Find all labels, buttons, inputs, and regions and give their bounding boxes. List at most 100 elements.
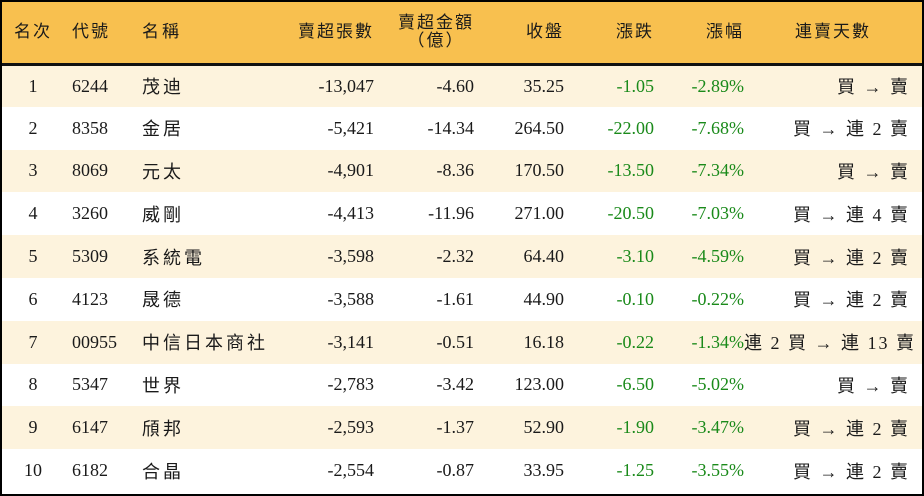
cell-streak: 買 → 連 2 賣 <box>793 418 910 439</box>
cell-net-sell-amount: -3.42 <box>436 374 475 395</box>
header-streak: 連賣天數 <box>744 2 922 66</box>
cell-streak: 買 → 賣 <box>837 161 910 182</box>
cell-net-sell-lots: -3,141 <box>327 331 375 352</box>
cell-rank: 3 <box>28 160 38 181</box>
cell-net-sell-amount: -4.60 <box>436 75 475 96</box>
cell-name: 茂迪 <box>142 77 184 98</box>
cell-name: 合晶 <box>142 461 184 482</box>
cell-rank: 9 <box>28 417 38 438</box>
cell-rank: 1 <box>28 75 38 96</box>
table-row: 7 00955 中信日本商社 -3,141 -0.51 16.18 -0.22 … <box>2 320 922 364</box>
table-row: 10 6182 合晶 -2,554 -0.87 33.95 -1.25 -3.5… <box>2 449 922 492</box>
header-code: 代號 <box>64 2 142 66</box>
cell-change-pct: -0.22% <box>691 288 745 309</box>
table-row: 2 8358 金居 -5,421 -14.34 264.50 -22.00 -7… <box>2 106 922 150</box>
cell-change-pct: -3.47% <box>691 417 745 438</box>
cell-rank: 2 <box>28 117 38 138</box>
cell-rank: 5 <box>28 246 38 267</box>
cell-net-sell-lots: -2,783 <box>327 374 375 395</box>
cell-code: 8358 <box>72 117 108 138</box>
cell-code: 5309 <box>72 246 108 267</box>
header-net-sell-amount-line2: （億） <box>407 31 465 51</box>
cell-rank: 8 <box>28 374 38 395</box>
cell-name: 世界 <box>142 375 184 396</box>
cell-streak: 買 → 賣 <box>837 77 910 98</box>
cell-change: -20.50 <box>607 203 655 224</box>
header-net-sell-amount: 賣超金額 （億） <box>374 2 474 66</box>
cell-net-sell-amount: -14.34 <box>427 117 475 138</box>
cell-net-sell-amount: -1.37 <box>436 417 475 438</box>
cell-change-pct: -7.03% <box>691 203 745 224</box>
table-row: 9 6147 頎邦 -2,593 -1.37 52.90 -1.90 -3.47… <box>2 406 922 450</box>
cell-close: 264.50 <box>514 117 565 138</box>
cell-close: 170.50 <box>514 160 565 181</box>
cell-name: 威剛 <box>142 204 184 225</box>
cell-code: 8069 <box>72 160 108 181</box>
cell-name: 中信日本商社 <box>142 333 268 354</box>
cell-streak: 買 → 賣 <box>837 375 910 396</box>
cell-change: -0.10 <box>616 288 655 309</box>
cell-net-sell-lots: -2,593 <box>327 417 375 438</box>
cell-net-sell-amount: -1.61 <box>436 288 475 309</box>
cell-change-pct: -7.68% <box>691 117 745 138</box>
cell-streak: 買 → 連 2 賣 <box>793 119 910 140</box>
cell-code: 5347 <box>72 374 108 395</box>
cell-net-sell-lots: -3,598 <box>327 246 375 267</box>
cell-change-pct: -4.59% <box>691 246 745 267</box>
table-row: 3 8069 元太 -4,901 -8.36 170.50 -13.50 -7.… <box>2 149 922 193</box>
cell-close: 123.00 <box>514 374 565 395</box>
cell-name: 元太 <box>142 161 184 182</box>
cell-change: -1.90 <box>616 417 655 438</box>
cell-change: -1.05 <box>616 75 655 96</box>
cell-close: 64.40 <box>523 246 565 267</box>
header-close: 收盤 <box>474 2 564 66</box>
cell-streak: 買 → 連 2 賣 <box>793 290 910 311</box>
cell-net-sell-lots: -4,901 <box>327 160 375 181</box>
cell-net-sell-amount: -0.87 <box>436 460 475 481</box>
cell-rank: 4 <box>28 203 38 224</box>
cell-net-sell-lots: -13,047 <box>318 75 375 96</box>
cell-net-sell-lots: -5,421 <box>327 117 375 138</box>
cell-code: 4123 <box>72 288 108 309</box>
header-change: 漲跌 <box>564 2 654 66</box>
cell-change: -6.50 <box>616 374 655 395</box>
cell-streak: 買 → 連 2 賣 <box>793 247 910 268</box>
cell-code: 6244 <box>72 75 108 96</box>
cell-change-pct: -2.89% <box>691 75 745 96</box>
cell-change-pct: -1.34% <box>691 331 745 352</box>
cell-code: 6182 <box>72 460 108 481</box>
header-net-sell-amount-label: 賣超金額 （億） <box>398 14 474 50</box>
table-row: 4 3260 威剛 -4,413 -11.96 271.00 -20.50 -7… <box>2 192 922 236</box>
cell-streak: 買 → 連 2 賣 <box>793 461 910 482</box>
cell-code: 00955 <box>72 331 117 352</box>
cell-close: 52.90 <box>523 417 565 438</box>
cell-net-sell-amount: -8.36 <box>436 160 475 181</box>
cell-net-sell-lots: -2,554 <box>327 460 375 481</box>
cell-net-sell-amount: -2.32 <box>436 246 475 267</box>
cell-net-sell-lots: -4,413 <box>327 203 375 224</box>
cell-close: 33.95 <box>523 460 565 481</box>
cell-close: 44.90 <box>523 288 565 309</box>
table-header-row: 名次 代號 名稱 賣超張數 賣超金額 （億） 收盤 漲跌 漲幅 連賣天數 <box>2 2 922 66</box>
cell-change: -13.50 <box>607 160 655 181</box>
table-row: 8 5347 世界 -2,783 -3.42 123.00 -6.50 -5.0… <box>2 363 922 407</box>
header-name: 名稱 <box>142 2 292 66</box>
cell-name: 金居 <box>142 119 184 140</box>
cell-change-pct: -5.02% <box>691 374 745 395</box>
cell-rank: 7 <box>28 331 38 352</box>
cell-change: -22.00 <box>607 117 655 138</box>
cell-close: 271.00 <box>514 203 565 224</box>
cell-net-sell-lots: -3,588 <box>327 288 375 309</box>
cell-net-sell-amount: -0.51 <box>436 331 475 352</box>
cell-close: 16.18 <box>523 331 565 352</box>
cell-name: 系統電 <box>142 247 205 268</box>
header-net-sell-amount-line1: 賣超金額 <box>398 13 474 33</box>
cell-change: -1.25 <box>616 460 655 481</box>
cell-code: 6147 <box>72 417 108 438</box>
header-change-pct: 漲幅 <box>654 2 744 66</box>
cell-change: -0.22 <box>616 331 655 352</box>
cell-streak: 連 2 買 → 連 13 賣 <box>744 333 916 354</box>
cell-rank: 6 <box>28 288 38 309</box>
